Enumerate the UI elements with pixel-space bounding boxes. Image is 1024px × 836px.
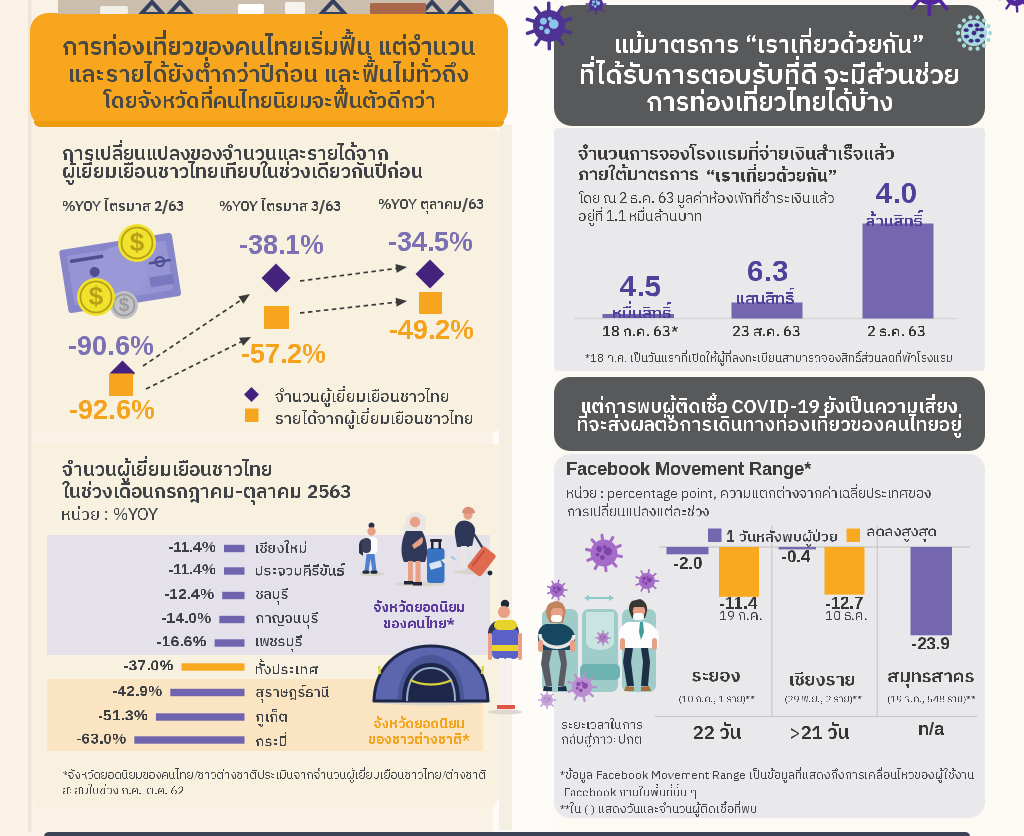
svg-text:$: $ (130, 227, 145, 257)
svg-text:$: $ (119, 295, 130, 316)
svg-text:$: $ (89, 281, 104, 311)
